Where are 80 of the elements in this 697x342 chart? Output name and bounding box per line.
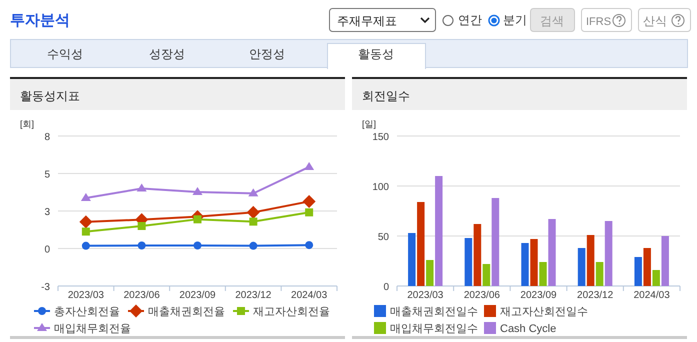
bar [539,262,547,286]
text: 분기 [503,13,527,27]
x-tick-label: 2023/12 [235,290,272,301]
point [246,206,260,219]
text: 활동성 [358,47,394,61]
bar [521,243,529,286]
point [79,215,92,228]
y-axis-title: [일] [362,119,376,129]
point [192,187,202,196]
x-tick-label: 2023/09 [520,290,558,301]
x-tick-label: 2024/03 [291,290,328,301]
text: 연간 [458,13,482,27]
chart-title: 회전일수 [362,89,410,103]
text: 투자분석 [10,12,70,29]
point [138,222,146,230]
legend-label: 매입채무회전율 [54,323,131,335]
bar [435,176,443,286]
y-tick-label: 0 [383,282,390,293]
x-tick-label: 2023/06 [124,290,160,301]
bar [464,238,472,286]
bar [604,221,612,286]
point [138,242,146,250]
y-tick-label: 50 [378,232,390,243]
y-tick-label: -3 [41,282,50,293]
bar [408,233,416,286]
bar [578,248,586,286]
point [136,184,147,192]
bar [661,236,669,286]
bar [530,239,538,286]
x-tick-label: 2023/06 [464,290,500,301]
point [80,193,91,202]
x-tick-label: 2024/03 [634,290,670,301]
y-axis-title: [회] [20,119,34,129]
x-tick-label: 2023/09 [179,290,216,301]
point [304,162,314,170]
legend-label: 매출채권회전일수 [390,306,478,318]
bar [548,219,556,286]
bar [492,198,500,286]
text: 검색 [540,14,564,28]
bar [474,224,482,286]
point [82,228,90,236]
legend-label: 재고자산회전일수 [500,306,588,318]
bar [426,260,434,286]
point [248,188,258,196]
x-tick-label: 2023/12 [577,290,614,301]
x-tick-label: 2023/03 [68,290,104,301]
point [194,242,202,250]
point [249,242,258,250]
point [305,241,314,250]
text: 산식 [643,14,667,28]
legend-label: 매출채권회전율 [148,306,225,318]
legend-label: 총자산회전율 [54,306,120,318]
bar [596,262,604,286]
text: 성장성 [149,47,185,61]
legend-label: Cash Cycle [500,323,556,335]
y-tick-label: 0 [44,244,50,256]
legend-label: 매입채무회전일수 [390,323,478,335]
bar [586,235,594,286]
text: 주재무제표 [337,14,397,28]
y-tick-label: 8 [44,132,50,143]
y-tick-label: 150 [372,132,390,143]
legend-label: 재고자산회전율 [253,306,330,318]
text: 안정성 [249,47,285,61]
y-tick-label: 3 [44,207,50,218]
x-tick-label: 2023/03 [407,290,444,301]
chart-title: 활동성지표 [20,89,80,103]
text: IFRS [586,16,612,28]
bar [643,248,651,286]
text: 수익성 [47,47,83,61]
y-tick-label: 5 [44,170,50,180]
bar [634,257,642,286]
point [305,208,314,216]
bar [417,202,425,286]
bar [482,264,490,286]
point [249,218,258,226]
point [194,215,202,224]
y-tick-label: 100 [372,182,390,193]
point [302,194,316,208]
bar [652,270,660,286]
point [82,242,90,250]
